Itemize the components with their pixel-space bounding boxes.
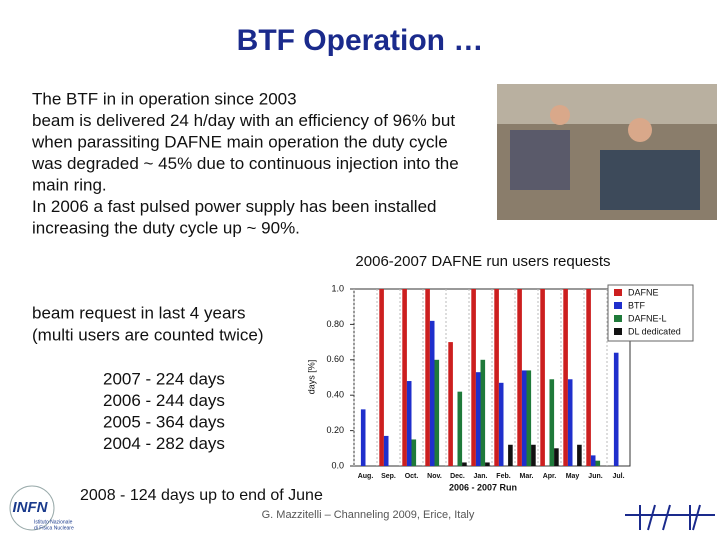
chart-title: 2006-2007 DAFNE run users requests [355,253,610,270]
bar [563,289,568,466]
x-tick-label: Oct. [405,473,419,480]
bar [586,289,591,466]
legend-label: DAFNE [628,287,659,297]
logo-ring [9,485,55,531]
legend-label: DAFNE-L [628,313,667,323]
legend-swatch [614,289,622,296]
logo-infn: INFN Istituto Nazionale di Fisica Nuclea… [9,485,74,531]
bar [498,382,504,466]
bar [448,342,453,466]
legend-swatch [614,315,622,322]
legend-swatch [614,302,622,309]
bar [517,289,522,466]
year-line: 2004 - 282 days [103,434,225,453]
x-tick-label: Feb. [496,473,510,480]
bar [429,320,435,466]
bar [577,444,582,466]
footer: G. Mazzitelli – Channeling 2009, Erice, … [262,509,475,521]
x-tick-label: May [566,473,580,480]
body-line: beam is delivered 24 h/day with an effic… [32,111,455,130]
body-line: increasing the duty cycle up ~ 90%. [32,218,300,237]
requests-note: beam request in last 4 years [32,303,246,322]
bar [567,379,573,466]
body-line: was degraded ~ 45% due to continuous inj… [31,154,459,173]
bar [540,289,545,466]
photo [497,84,717,220]
bar [480,359,486,466]
bar [485,462,490,466]
x-tick-label: Jul. [612,473,624,480]
bar [554,448,559,466]
legend-label: BTF [628,300,646,310]
bar [411,439,417,466]
x-tick-label: Apr. [543,473,557,480]
bar [494,289,499,466]
year-line: 2007 - 224 days [103,369,225,388]
x-tick-label: Nov. [427,473,442,480]
slide-title: BTF Operation … [237,24,484,57]
year-line: 2006 - 244 days [103,391,225,410]
logo-sub: Istituto Nazionale [34,519,73,525]
y-tick-label: 0.0 [331,460,344,470]
x-axis-label: 2006 - 2007 Run [449,482,517,492]
logo-name: INFN [13,499,49,516]
bar [531,444,536,466]
bar [526,370,532,466]
y-tick-label: 1.0 [331,283,344,293]
y-axis-label: days [%] [306,360,316,395]
bar [406,381,412,466]
logo-sub: di Fisica Nucleare [34,525,74,531]
body-line: In 2006 a fast pulsed power supply has b… [32,197,437,216]
x-tick-label: Jan. [473,473,487,480]
body-line: The BTF in in operation since 2003 [32,89,297,108]
logo-btf [625,504,715,531]
bar [434,359,440,466]
x-tick-label: Mar. [519,473,533,480]
bar [508,444,513,466]
x-tick-label: Sep. [381,473,396,480]
y-tick-label: 0.60 [326,354,344,364]
y-tick-label: 0.80 [326,319,344,329]
bar [360,409,366,466]
y-tick-label: 0.20 [326,425,344,435]
bar [595,460,601,466]
body-line: when parassiting DAFNE main operation th… [31,132,448,151]
note-2008: 2008 - 124 days up to end of June [80,487,323,504]
requests-note: (multi users are counted twice) [32,325,263,344]
bar [457,391,463,466]
body-line: main ring. [32,175,107,194]
bar [383,435,389,466]
bar [590,455,596,466]
bar [402,289,407,466]
bar [379,289,384,466]
legend-label: DL dedicated [628,326,681,336]
legend-swatch [614,328,622,335]
bar [462,462,467,466]
chart: 2006-2007 DAFNE run users requests 2006 … [306,253,610,492]
bar [425,289,430,466]
bar [521,370,527,466]
bar [471,289,476,466]
x-tick-label: Dec. [450,473,465,480]
bar [549,379,555,466]
bar [613,352,619,466]
x-tick-label: Jun. [588,473,602,480]
legend-box [607,284,694,342]
year-line: 2005 - 364 days [103,412,225,431]
y-tick-label: 0.40 [326,390,344,400]
bar [475,372,481,466]
x-tick-label: Aug. [358,473,374,480]
